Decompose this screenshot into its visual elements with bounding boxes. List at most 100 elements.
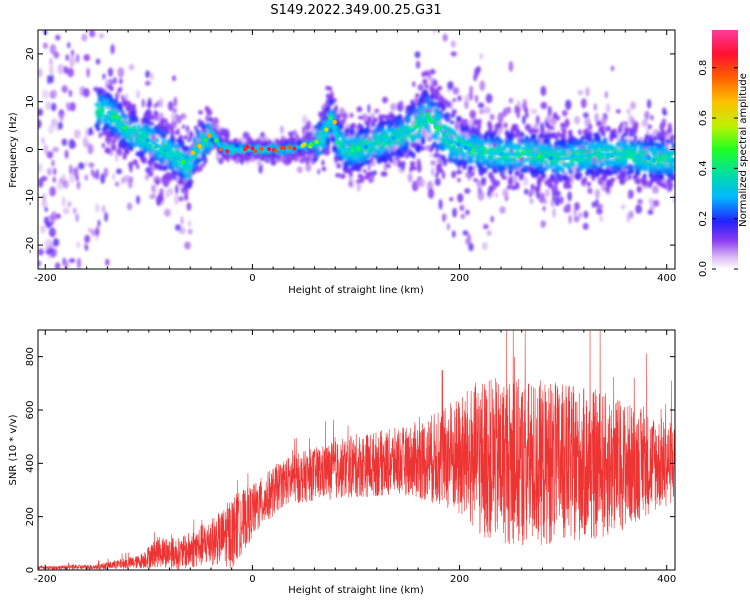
spectrogram-cell	[241, 153, 247, 159]
spectrogram-cell	[427, 188, 435, 199]
spectrogram-cell	[452, 87, 460, 95]
spectrogram-cell	[452, 98, 456, 102]
spectrogram-peak	[292, 146, 297, 151]
spectrogram-cell	[586, 135, 593, 142]
spectrogram-cell	[621, 204, 626, 210]
spectrogram-cell	[650, 177, 655, 184]
spectrogram-cell	[637, 198, 643, 205]
spectrogram-cell	[580, 98, 587, 109]
spectrogram-cell	[69, 55, 76, 66]
spectrogram-cell	[506, 106, 511, 115]
spectrogram-cell	[459, 204, 465, 212]
spectrogram-cell	[137, 123, 141, 129]
spectrogram-cell	[471, 111, 476, 118]
spectrogram-cell	[601, 161, 606, 167]
spectrogram-cell	[560, 161, 567, 166]
spectrogram-cell	[324, 106, 330, 113]
spectrogram-cell	[457, 159, 463, 167]
spectrogram-cell	[477, 189, 485, 201]
spectrogram-cell	[202, 161, 206, 168]
spectrogram-cell	[622, 171, 626, 177]
spectrogram-cell	[547, 105, 552, 117]
spectrogram-cell	[154, 151, 160, 158]
spectrogram-cell	[170, 137, 175, 142]
spectrogram-cell	[59, 114, 64, 122]
spectrogram-cell	[456, 148, 463, 153]
spectrogram-cell	[101, 205, 106, 214]
spectrogram-cell	[429, 148, 433, 153]
spectrogram-cell	[41, 199, 48, 208]
spectrogram-cell	[306, 136, 312, 141]
spectrogram-peak	[662, 156, 667, 161]
spectrogram-cell	[121, 110, 125, 115]
spectrogram-cell	[254, 152, 258, 159]
spectrogram-cell	[67, 42, 71, 49]
spectrogram-cell	[442, 124, 448, 131]
spectrogram-cell	[422, 78, 428, 85]
spectrogram-cell	[285, 156, 292, 165]
spectrogram-cell	[153, 103, 157, 109]
spectrogram-cell	[562, 134, 567, 142]
spectrogram-cell	[103, 167, 109, 178]
spectrogram-cell	[44, 216, 49, 225]
spectrogram-cell	[395, 154, 399, 161]
spectrogram-cell	[116, 168, 122, 175]
spectrogram-cell	[301, 150, 305, 157]
spectrogram-cell	[549, 173, 555, 180]
spectrogram-cell	[105, 148, 112, 154]
spectrogram-cell	[424, 84, 429, 89]
spectrogram-cell	[668, 167, 675, 173]
spectrogram-cell	[519, 138, 525, 144]
spectrogram-cell	[117, 132, 121, 140]
spectrogram-cell	[121, 99, 126, 107]
spectrogram-peak	[110, 114, 116, 120]
spectrogram-cell	[359, 139, 364, 147]
spectrogram-cell	[357, 173, 363, 179]
spectrogram-x-tick-label: 0	[249, 273, 255, 284]
spectrogram-peak	[612, 151, 617, 156]
spectrogram-cell	[431, 167, 435, 177]
spectrogram-cell	[412, 81, 416, 88]
spectrogram-cell	[531, 127, 535, 133]
spectrogram-cell	[441, 104, 446, 112]
spectrogram-cell	[153, 110, 158, 116]
spectrogram-cell	[519, 168, 526, 174]
snr-x-tick-label: 200	[450, 574, 469, 585]
spectrogram-cell	[429, 152, 434, 158]
spectrogram-cell	[651, 141, 656, 147]
spectrogram-cell	[430, 160, 437, 166]
spectrogram-cell	[471, 171, 475, 177]
spectrogram-cell	[57, 121, 63, 130]
spectrogram-cell	[540, 125, 545, 136]
spectrogram-cell	[657, 169, 663, 175]
spectrogram-cell	[522, 176, 529, 187]
spectrogram-peak	[570, 153, 576, 158]
spectrogram-cell	[450, 51, 457, 57]
spectrogram-cell	[518, 162, 523, 168]
spectrogram-peak	[598, 153, 603, 159]
spectrogram-cell	[596, 207, 603, 215]
spectrogram-cell	[554, 196, 560, 207]
spectrogram-peak	[214, 138, 219, 143]
spectrogram-cell	[442, 158, 447, 163]
spectrogram-cell	[81, 33, 88, 42]
spectrogram-peak	[605, 153, 611, 159]
spectrogram-cell	[656, 132, 662, 142]
spectrogram-cell	[388, 120, 393, 127]
spectrogram-cell	[362, 168, 366, 173]
spectrogram-cell	[191, 162, 196, 169]
spectrogram-cell	[652, 136, 657, 142]
spectrogram-cell	[486, 230, 492, 236]
spectrogram-cell	[197, 148, 201, 155]
spectrogram-cell	[120, 137, 126, 144]
spectrogram-cell	[606, 184, 610, 189]
spectrogram-cell	[468, 242, 474, 252]
spectrogram-cell	[568, 214, 572, 224]
spectrogram-cell	[492, 166, 496, 173]
spectrogram-cell	[594, 188, 601, 199]
spectrogram-cell	[467, 136, 473, 145]
spectrogram-cell	[520, 146, 525, 152]
spectrogram-cell	[601, 181, 607, 192]
spectrogram-peak	[393, 134, 398, 139]
spectrogram-cell	[183, 183, 187, 191]
